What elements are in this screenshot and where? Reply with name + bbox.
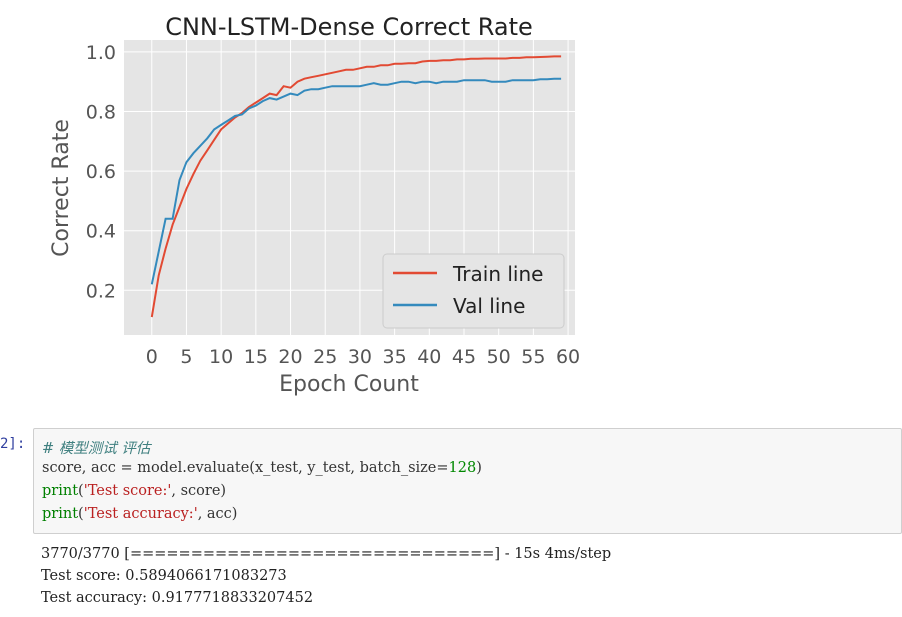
output-test-score: Test score: 0.5894066171083273 xyxy=(41,568,287,584)
legend-label-val: Val line xyxy=(453,294,525,318)
series-lines xyxy=(150,55,562,318)
x-tick-label: 50 xyxy=(487,346,511,368)
cell-prompt: 2]: xyxy=(0,436,26,452)
x-tick-label: 35 xyxy=(383,346,407,368)
code-comment: # 模型测试 评估 xyxy=(42,441,151,457)
code-print-keyword: print xyxy=(42,506,79,522)
x-tick-label: 60 xyxy=(556,346,580,368)
axis-ticks: 0 5 10 15 20 25 30 35 40 45 50 55 60 0.2 0.4 0.6 0.8 1.0 xyxy=(86,42,580,368)
x-tick-label: 55 xyxy=(521,346,545,368)
code-line-print-score: print('Test score:', score) xyxy=(42,483,227,499)
x-tick-label: 40 xyxy=(417,346,441,368)
y-tick-label: 0.4 xyxy=(86,221,116,243)
chart-title: CNN-LSTM-Dense Correct Rate xyxy=(165,13,533,41)
accuracy-chart: CNN-LSTM-Dense Correct Rate 0 5 10 15 20 25 30… xyxy=(49,13,580,397)
y-tick-label: 0.2 xyxy=(86,280,116,302)
y-tick-label: 0.8 xyxy=(86,102,116,124)
code-string-accuracy: 'Test accuracy:' xyxy=(83,506,198,522)
cell-output: 3770/3770 [=============================… xyxy=(41,543,611,609)
x-tick-label: 0 xyxy=(146,346,158,368)
x-tick-label: 20 xyxy=(278,346,302,368)
legend-label-train: Train line xyxy=(452,262,543,286)
legend: Train line Val line xyxy=(382,253,565,329)
code-line-evaluate: score, acc = model.evaluate(x_test, y_te… xyxy=(42,460,482,476)
val-line xyxy=(150,77,562,285)
output-progress-line: 3770/3770 [=============================… xyxy=(41,546,612,562)
y-tick-label: 0.6 xyxy=(86,161,116,183)
x-tick-label: 5 xyxy=(180,346,192,368)
code-print-keyword: print xyxy=(42,483,79,499)
code-line-print-accuracy: print('Test accuracy:', acc) xyxy=(42,506,238,522)
y-axis-label: Correct Rate xyxy=(49,119,74,257)
x-axis-label: Epoch Count xyxy=(279,372,419,397)
code-evaluate-text: score, acc = model.evaluate(x_test, y_te… xyxy=(42,460,449,476)
output-test-accuracy: Test accuracy: 0.9177718833207452 xyxy=(41,590,314,606)
x-tick-label: 15 xyxy=(244,346,268,368)
code-cell-input[interactable]: # 模型测试 评估 score, acc = model.evaluate(x_… xyxy=(33,428,902,534)
code-args-score: , score) xyxy=(171,483,227,499)
x-tick-label: 30 xyxy=(348,346,372,368)
y-tick-label: 1.0 xyxy=(86,42,116,64)
code-close-paren: ) xyxy=(476,460,482,476)
x-tick-label: 45 xyxy=(452,346,476,368)
x-tick-label: 10 xyxy=(209,346,233,368)
code-batch-size-value: 128 xyxy=(448,460,477,476)
x-tick-label: 25 xyxy=(313,346,337,368)
code-args-accuracy: , acc) xyxy=(197,506,238,522)
train-line xyxy=(150,55,562,318)
code-string-score: 'Test score:' xyxy=(83,483,172,499)
